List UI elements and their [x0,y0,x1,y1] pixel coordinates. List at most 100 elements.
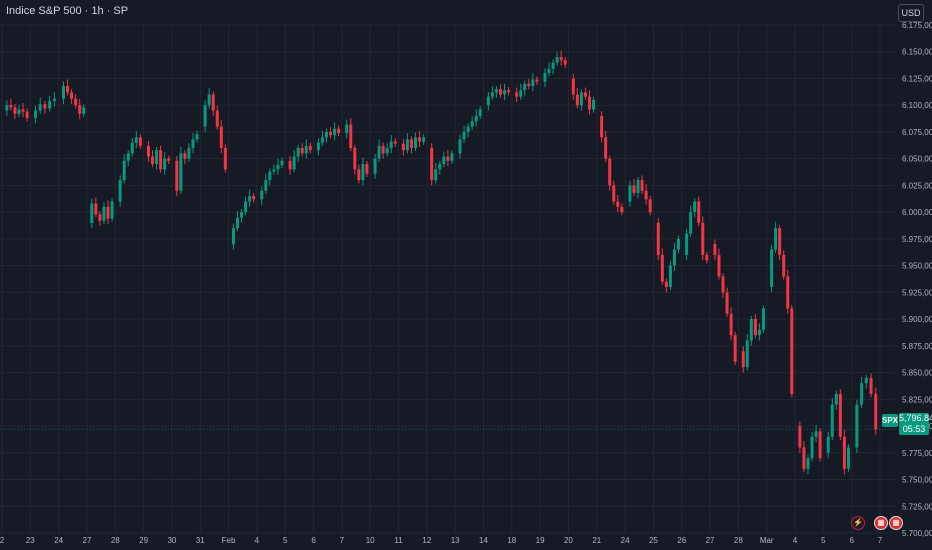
candle-body [389,141,393,148]
x-tick-label: 25 [649,536,658,545]
candle-body [486,96,490,106]
x-tick-label: 24 [54,536,63,545]
candle-body [82,107,86,114]
candle-body [470,121,474,127]
candle-body [333,128,337,136]
lightning-icon[interactable]: ⚡ [851,516,865,530]
x-tick-label: 13 [451,536,460,545]
x-tick-label: 27 [83,536,92,545]
candle-body [636,180,640,193]
candle-body [745,340,749,368]
candle-body [151,156,155,165]
price-axis[interactable]: 6.175,00 6.150,00 6.125,00 6.100,00 6.075,00… [902,21,932,538]
candle-body [219,126,223,148]
candle-body [94,203,98,215]
candle-body [308,145,312,151]
candle-body [806,458,810,469]
candle-body [559,57,563,61]
countdown-timer: 05:53 [902,424,926,434]
x-tick-label: 28 [111,536,120,545]
candle-body [697,201,701,223]
time-axis[interactable]: 2 23 24 27 28 29 30 31 Feb 4 5 6 7 10 11 12 13 14 18 19 20 21… [0,536,883,545]
candles [5,50,878,475]
candle-body [385,147,389,154]
candle-body [223,147,227,170]
candle-body [329,131,333,136]
candle-body [183,153,187,159]
candle-body [834,393,838,405]
candle-body [43,104,47,109]
candle-body [693,201,697,213]
x-tick-label: 2 [0,536,5,545]
candle-body [405,139,409,151]
candle-body [446,156,450,161]
candle-body [587,96,591,110]
candle-body [288,160,292,170]
candle-body [438,164,442,170]
candle-body [418,137,422,142]
candle-body [276,165,280,170]
candle-body [656,222,660,255]
candle-body [790,308,794,394]
candle-body [786,276,790,309]
last-price-label: 5,796.84 05:53 [899,413,932,435]
x-tick-label: 21 [592,536,601,545]
candle-body [575,94,579,106]
candle-body [523,83,527,91]
x-tick-label: 6 [311,536,316,545]
y-tick-label: 5.750,00 [902,476,932,485]
y-tick-label: 5.775,00 [902,449,932,458]
candle-body [733,335,737,362]
candle-body [778,228,782,255]
y-tick-label: 5.925,00 [902,288,932,297]
candle-body [248,196,252,202]
candle-body [280,160,284,166]
candle-body [571,78,575,95]
candle-body [430,147,434,181]
x-tick-label: 20 [564,536,573,545]
candle-body [753,319,757,336]
candle-body [252,196,256,200]
candle-body [579,92,583,106]
x-tick-label: 28 [734,536,743,545]
y-tick-label: 6.050,00 [902,155,932,164]
flag-icon[interactable]: ▦ [889,516,903,530]
candle-body [300,147,304,154]
x-tick-label: 6 [849,536,854,545]
candle-body [632,185,636,193]
candle-body [551,62,555,69]
candle-body [393,141,397,144]
candle-body [66,85,70,93]
y-tick-label: 6.175,00 [902,21,932,30]
chart-title: Indice S&P 500 · 1h · SP [6,5,129,17]
currency-button[interactable]: USD [898,4,924,22]
candle-body [478,109,482,116]
candle-body [179,153,183,191]
candle-body [48,100,52,109]
x-tick-label: 5 [821,536,826,545]
x-tick-label: 4 [255,536,260,545]
x-tick-label: 30 [167,536,176,545]
candle-body [668,265,672,288]
candle-body [244,201,248,213]
candle-body [337,128,341,134]
candle-body [644,190,648,200]
candle-body [414,137,418,148]
candle-body [21,109,25,112]
candle-body [628,185,632,202]
candle-body [761,308,765,330]
candle-body [203,105,207,127]
candle-body [677,238,681,250]
candle-body [660,254,664,282]
y-tick-label: 6.100,00 [902,101,932,110]
x-tick-label: Mar [760,536,774,545]
candle-body [434,169,438,181]
y-tick-label: 6.075,00 [902,128,932,137]
candle-body [381,145,385,154]
candle-body [620,206,624,213]
candle-body [272,169,276,172]
candle-body [62,85,66,99]
flag-icon[interactable]: ▦ [874,516,888,530]
candle-body [235,217,239,229]
